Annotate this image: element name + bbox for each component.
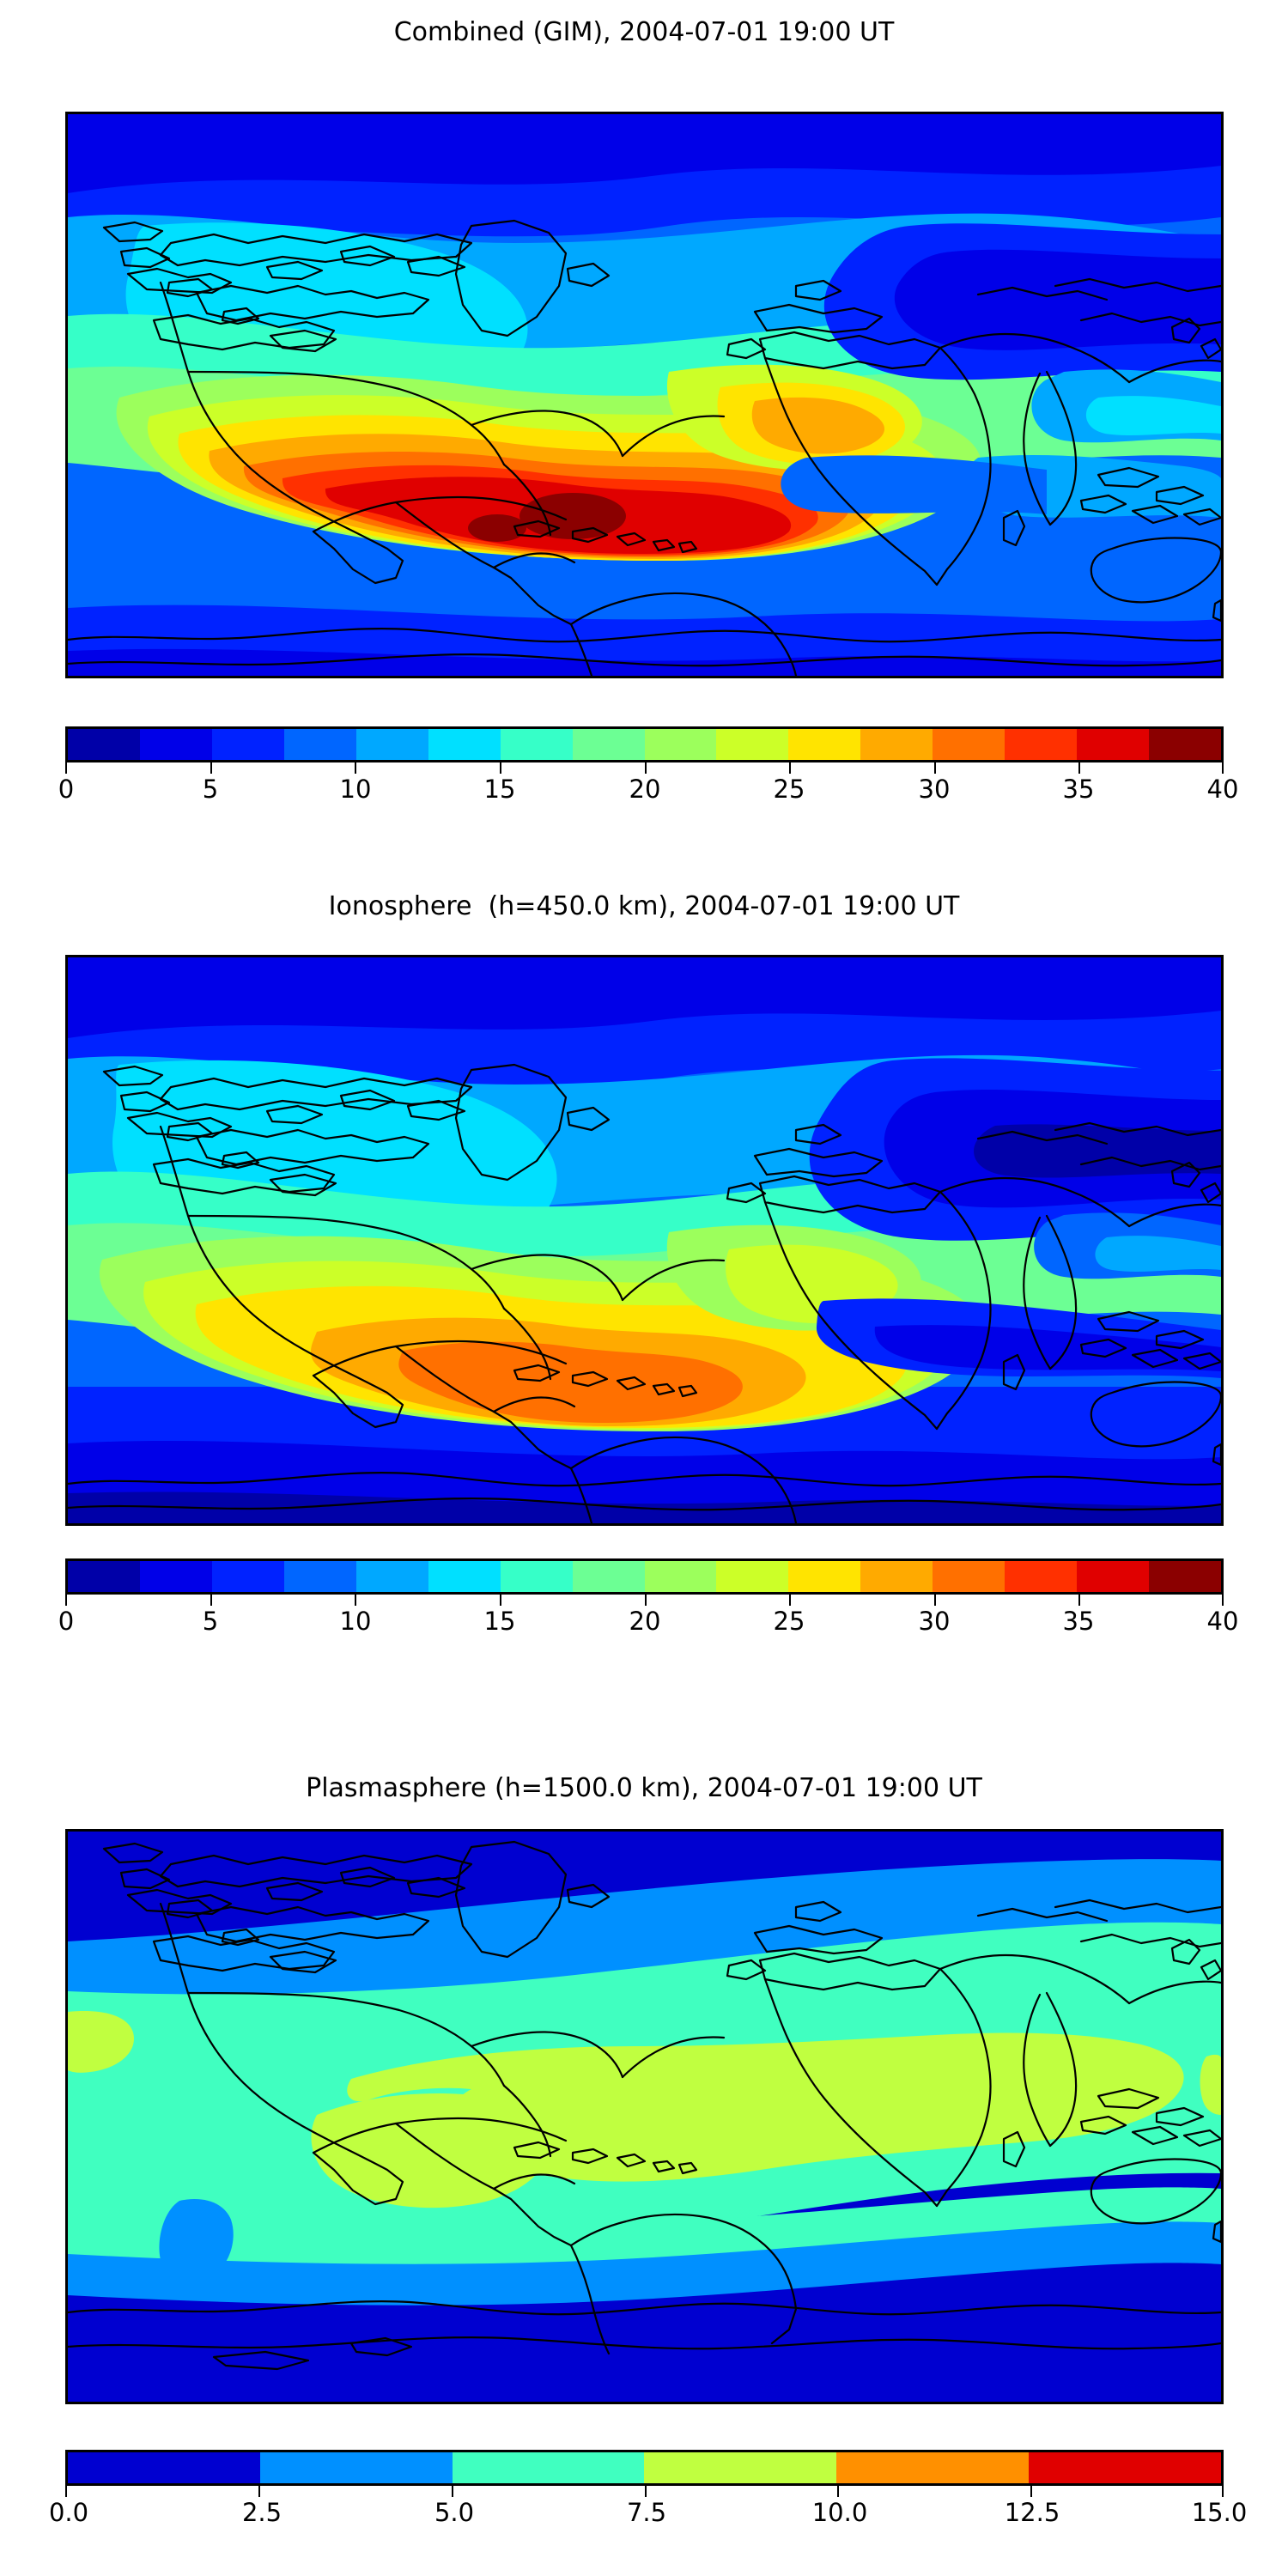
- cb2-tick-0: 0: [58, 1607, 75, 1636]
- cb3-tick-12p5: 12.5: [1004, 2498, 1060, 2527]
- coastlines-combined: [68, 114, 1221, 676]
- colorbar-ticks-combined: [65, 762, 1224, 775]
- cb1-tick-0: 0: [58, 775, 75, 804]
- colorbar-ticks-ionosphere: [65, 1595, 1224, 1607]
- colorbar-ticks-plasmasphere: [65, 2486, 1224, 2498]
- panel-plasmasphere-1500: Plasmasphere (h=1500.0 km), 2004-07-01 1…: [0, 1756, 1288, 2576]
- map-ionosphere-450: [65, 955, 1224, 1526]
- coastlines-ionosphere: [68, 957, 1221, 1523]
- cb2-tick-10: 10: [339, 1607, 372, 1636]
- colorbar-labels-plasmasphere: 0.0 2.5 5.0 7.5 10.0 12.5 15.0: [0, 2498, 1288, 2532]
- cb1-tick-25: 25: [773, 775, 805, 804]
- cb3-tick-5: 5.0: [434, 2498, 475, 2527]
- colorbar-labels-combined: 0 5 10 15 20 25 30 35 40: [0, 775, 1288, 809]
- cb1-tick-20: 20: [629, 775, 661, 804]
- panel-title-plasmasphere: Plasmasphere (h=1500.0 km), 2004-07-01 1…: [306, 1773, 982, 1803]
- cb3-tick-10: 10.0: [811, 2498, 868, 2527]
- coastlines-plasmasphere: [68, 1832, 1221, 2402]
- cb2-tick-20: 20: [629, 1607, 661, 1636]
- cb2-tick-5: 5: [202, 1607, 219, 1636]
- cb2-tick-35: 35: [1062, 1607, 1095, 1636]
- contour-fill-ionosphere: [68, 957, 1221, 1523]
- cb2-tick-40: 40: [1206, 1607, 1239, 1636]
- cb2-tick-15: 15: [483, 1607, 516, 1636]
- panel-title-combined: Combined (GIM), 2004-07-01 19:00 UT: [393, 17, 895, 47]
- cb3-tick-0: 0.0: [48, 2498, 89, 2527]
- cb1-tick-40: 40: [1206, 775, 1239, 804]
- cb2-tick-30: 30: [918, 1607, 951, 1636]
- panel-ionosphere-450: Ionosphere (h=450.0 km), 2004-07-01 19:0…: [0, 867, 1288, 1756]
- panel-combined-gim: Combined (GIM), 2004-07-01 19:00 UT: [0, 0, 1288, 867]
- cb1-tick-30: 30: [918, 775, 951, 804]
- colorbar-plasmasphere: [65, 2450, 1224, 2486]
- cb1-tick-10: 10: [339, 775, 372, 804]
- cb1-tick-15: 15: [483, 775, 516, 804]
- cb3-tick-7p5: 7.5: [626, 2498, 667, 2527]
- colorbar-labels-ionosphere: 0 5 10 15 20 25 30 35 40: [0, 1607, 1288, 1641]
- cb2-tick-25: 25: [773, 1607, 805, 1636]
- cb3-tick-15: 15.0: [1191, 2498, 1248, 2527]
- contour-fill-plasmasphere: [68, 1832, 1221, 2402]
- map-combined-gim: [65, 112, 1224, 678]
- cb1-tick-35: 35: [1062, 775, 1095, 804]
- cb3-tick-2p5: 2.5: [241, 2498, 283, 2527]
- cb1-tick-5: 5: [202, 775, 219, 804]
- colorbar-combined: [65, 726, 1224, 762]
- map-plasmasphere-1500: [65, 1829, 1224, 2404]
- colorbar-ionosphere: [65, 1558, 1224, 1595]
- panel-title-ionosphere: Ionosphere (h=450.0 km), 2004-07-01 19:0…: [328, 891, 960, 921]
